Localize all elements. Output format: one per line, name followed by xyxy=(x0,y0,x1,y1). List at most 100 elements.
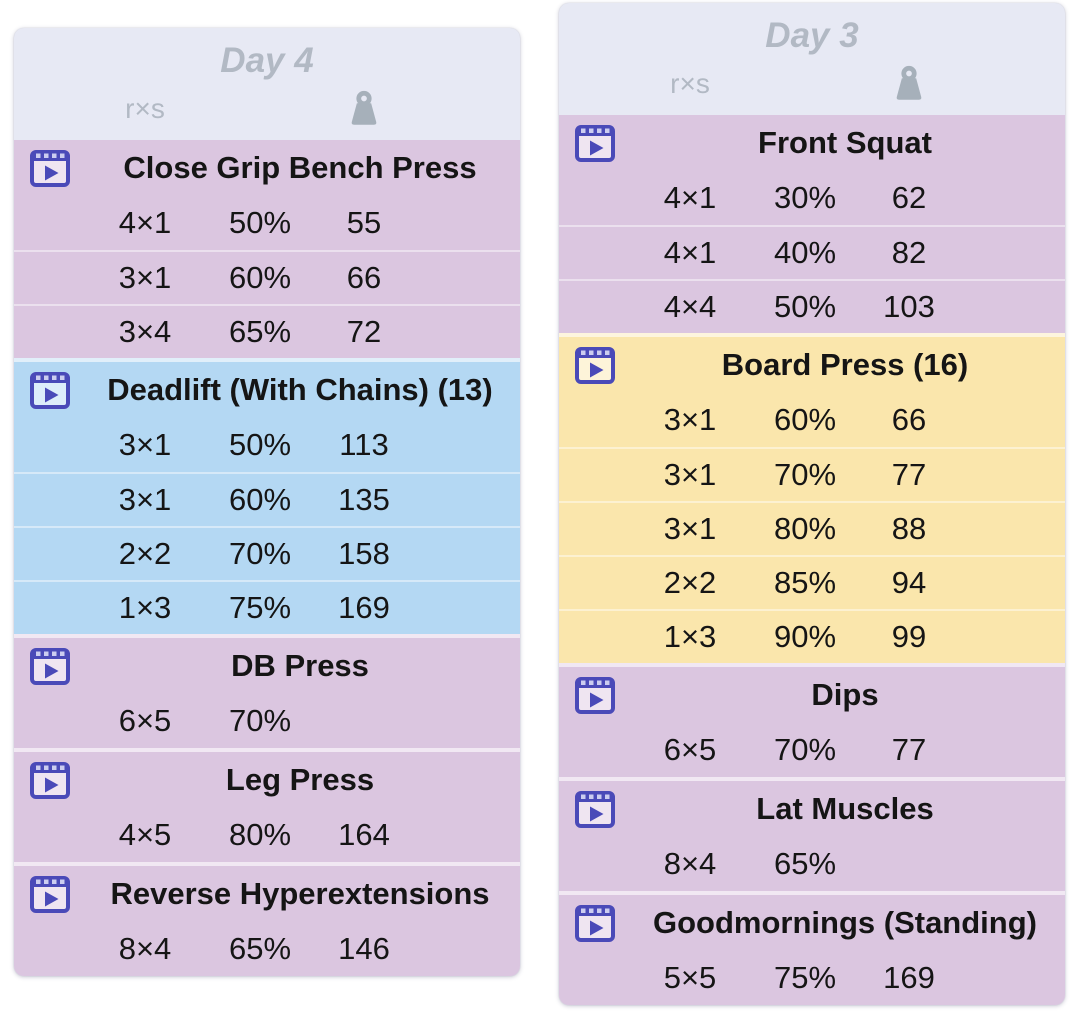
exercise-name: Dips xyxy=(811,677,879,713)
set-percent: 60% xyxy=(228,482,292,517)
video-icon[interactable] xyxy=(573,673,617,717)
set-reps-sets: 8×4 xyxy=(663,846,717,881)
set-percent: 50% xyxy=(228,427,292,462)
exercise-title-row: DB Press xyxy=(14,638,520,694)
set-reps-sets: 5×5 xyxy=(663,960,717,995)
weight-icon xyxy=(859,64,959,104)
set-reps-sets: 1×3 xyxy=(118,590,172,625)
video-icon[interactable] xyxy=(28,368,72,412)
exercise-title-row: Deadlift (With Chains) (13) xyxy=(14,362,520,418)
set-row: 3×1 70% 77 xyxy=(559,447,1065,501)
column-labels-row: r×s xyxy=(559,59,1065,109)
column-labels-row: r×s xyxy=(14,84,520,134)
set-row: 4×1 30% 62 xyxy=(559,171,1065,225)
video-icon[interactable] xyxy=(28,758,72,802)
day-card-header: Day 3 r×s xyxy=(559,3,1065,115)
set-row: 3×1 50% 113 xyxy=(14,418,520,472)
exercise-title-row: Reverse Hyperextensions xyxy=(14,866,520,922)
set-weight: 113 xyxy=(339,427,389,462)
exercise-title-row: Leg Press xyxy=(14,752,520,808)
exercise-name: DB Press xyxy=(231,648,369,684)
set-row: 4×5 80% 164 xyxy=(14,808,520,862)
exercise-name: Board Press (16) xyxy=(721,347,969,383)
set-percent: 40% xyxy=(773,235,837,270)
set-reps-sets: 6×5 xyxy=(663,732,717,767)
set-weight: 88 xyxy=(891,511,927,546)
exercise-name: Lat Muscles xyxy=(756,791,934,827)
set-reps-sets: 4×4 xyxy=(663,289,717,324)
set-weight: 169 xyxy=(883,960,935,995)
set-weight: 103 xyxy=(883,289,935,324)
set-reps-sets: 1×3 xyxy=(663,619,717,654)
set-row: 2×2 70% 158 xyxy=(14,526,520,580)
set-reps-sets: 8×4 xyxy=(118,931,172,966)
set-weight: 55 xyxy=(346,205,382,240)
set-percent: 50% xyxy=(773,289,837,324)
set-reps-sets: 4×1 xyxy=(663,180,717,215)
day-card: Day 4 r×s Close Grip Bench Press 4×1 50% 55 3×… xyxy=(14,28,520,976)
set-percent: 75% xyxy=(228,590,292,625)
set-row: 1×3 75% 169 xyxy=(14,580,520,634)
exercise-title-row: Dips xyxy=(559,667,1065,723)
exercise-section: DB Press 6×5 70% xyxy=(14,634,520,748)
video-icon[interactable] xyxy=(28,146,72,190)
set-weight: 77 xyxy=(891,732,927,767)
set-percent: 65% xyxy=(228,314,292,349)
set-reps-sets: 2×2 xyxy=(663,565,717,600)
set-row: 3×4 65% 72 xyxy=(14,304,520,358)
set-percent: 70% xyxy=(773,457,837,492)
video-icon[interactable] xyxy=(573,121,617,165)
exercise-name: Reverse Hyperextensions xyxy=(110,876,490,912)
set-row: 3×1 80% 88 xyxy=(559,501,1065,555)
set-weight: 72 xyxy=(346,314,382,349)
video-icon[interactable] xyxy=(573,901,617,945)
exercise-section: Dips 6×5 70% 77 xyxy=(559,663,1065,777)
set-percent: 70% xyxy=(773,732,837,767)
day-title: Day 3 xyxy=(765,16,859,55)
set-percent: 70% xyxy=(228,536,292,571)
exercise-title-row: Lat Muscles xyxy=(559,781,1065,837)
set-percent: 30% xyxy=(773,180,837,215)
set-weight: 169 xyxy=(338,590,390,625)
set-reps-sets: 3×1 xyxy=(663,511,717,546)
set-reps-sets: 3×4 xyxy=(118,314,172,349)
set-row: 8×4 65% 146 xyxy=(14,922,520,976)
set-weight: 99 xyxy=(891,619,927,654)
exercise-section: Close Grip Bench Press 4×1 50% 55 3×1 60% 66 3×… xyxy=(14,140,520,358)
set-weight: 135 xyxy=(338,482,390,517)
set-row: 4×4 50% 103 xyxy=(559,279,1065,333)
set-row: 6×5 70% 77 xyxy=(559,723,1065,777)
set-reps-sets: 3×1 xyxy=(663,457,717,492)
set-row: 1×3 90% 99 xyxy=(559,609,1065,663)
set-reps-sets: 4×5 xyxy=(118,817,172,852)
set-reps-sets: 4×1 xyxy=(663,235,717,270)
set-row: 2×2 85% 94 xyxy=(559,555,1065,609)
video-icon[interactable] xyxy=(28,872,72,916)
rxs-column-label: r×s xyxy=(125,93,165,124)
exercise-section: Lat Muscles 8×4 65% xyxy=(559,777,1065,891)
exercise-name: Leg Press xyxy=(225,762,375,798)
set-reps-sets: 4×1 xyxy=(118,205,172,240)
exercise-section: Board Press (16) 3×1 60% 66 3×1 70% 77 3×1 80% 88… xyxy=(559,333,1065,663)
set-percent: 50% xyxy=(228,205,292,240)
video-icon[interactable] xyxy=(573,787,617,831)
set-reps-sets: 2×2 xyxy=(118,536,172,571)
exercise-section: Reverse Hyperextensions 8×4 65% 146 xyxy=(14,862,520,976)
set-percent: 75% xyxy=(773,960,837,995)
weight-icon xyxy=(314,89,414,129)
video-icon[interactable] xyxy=(28,644,72,688)
exercise-name: Goodmornings (Standing) xyxy=(652,905,1037,941)
set-reps-sets: 3×1 xyxy=(663,402,717,437)
set-percent: 60% xyxy=(228,260,292,295)
set-weight: 66 xyxy=(346,260,382,295)
set-percent: 90% xyxy=(773,619,837,654)
set-row: 5×5 75% 169 xyxy=(559,951,1065,1005)
video-icon[interactable] xyxy=(573,343,617,387)
set-row: 6×5 70% xyxy=(14,694,520,748)
exercise-title-row: Close Grip Bench Press xyxy=(14,140,520,196)
set-reps-sets: 3×1 xyxy=(118,427,172,462)
exercise-section: Front Squat 4×1 30% 62 4×1 40% 82 4×4 50% 103 xyxy=(559,115,1065,333)
set-reps-sets: 3×1 xyxy=(118,260,172,295)
exercise-section: Goodmornings (Standing) 5×5 75% 169 xyxy=(559,891,1065,1005)
